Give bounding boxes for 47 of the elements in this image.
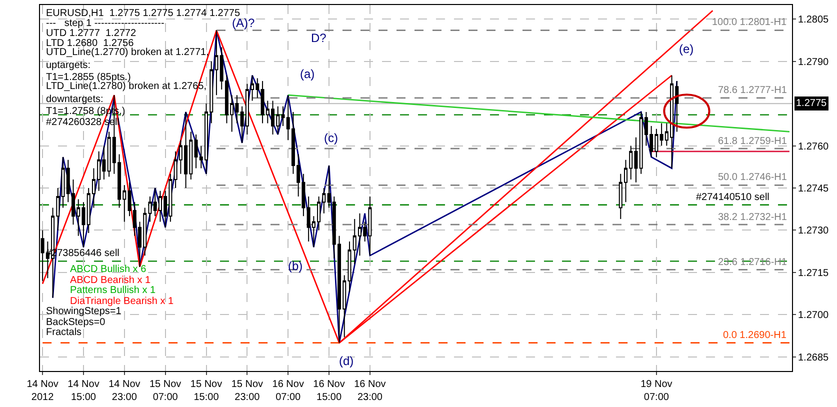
x-tick-label: 16 Nov 23:00 [354,379,386,403]
y-tick-label: 1.2715 [798,268,830,279]
x-tick-label: 15 Nov 07:00 [149,379,182,403]
y-tick-label: 1.2730 [798,226,830,237]
annotation: BackSteps=0 [46,317,106,328]
x-tick-label: 15 Nov 15:00 [190,379,222,403]
y-tick-label: 1.2700 [798,310,830,322]
series-label: 78.6 1.2777-H1 [718,85,788,96]
annotation: ShowingSteps=1 [46,306,122,317]
chart-title: EURUSD,H1 1.2775 1.2775 1.2774 1.2775 [46,8,240,19]
x-tick-label: 16 Nov 15:00 [313,379,345,403]
series-label: 61.8 1.2759-H1 [718,136,788,147]
series-label: 38.2 1.2732-H1 [718,212,788,223]
annotation: UTD 1.2777 1.2772 [46,28,136,39]
annotation: T1=1.2855 (85pts.) [46,72,131,83]
ref-line-label: #274140510 sell [696,192,770,203]
x-tick-label: 14 Nov 23:00 [108,379,140,403]
annotation: Patterns Bullish x 1 [70,285,156,296]
annotation: (e) [679,42,694,56]
y-tick-label: 1.2745 [798,184,830,194]
series-label: 50.0 1.2746-H1 [718,172,788,183]
y-tick-label: 1.2760 [798,141,830,152]
annotation: (a) [300,67,315,81]
x-tick-label: 15 Nov 23:00 [231,379,264,403]
annotation: (c) [324,131,338,145]
annotation: ABCD Bearish x 1 [70,275,152,286]
x-tick-label: 14 Nov 2012 [26,379,58,403]
series-label: 23.6 1.2716-H1 [718,257,788,268]
annotation: ABCD Bullish x 6 [70,264,147,275]
series-label: 0.0 1.2690-H1 [723,330,787,341]
x-tick-label: 14 Nov 15:00 [68,379,100,403]
annotation: UTD_Line(1.2770) broken at 1.2771, uptargets: [46,47,209,71]
y-tick-label: 1.2790 [798,56,830,68]
annotation: LTD 1.2680 1.2756 [46,38,134,49]
y-tick-label: 1.2805 [798,14,830,26]
annotation: DiaTriangle Bearish x 1 [70,296,174,307]
y-tick-label: 1.2685 [798,352,830,364]
annotation: (b) [288,259,303,273]
annotation: (d) [339,354,354,368]
annotation: Fractals [46,327,82,338]
annotation: D? [311,31,327,45]
series-label: 100.0 1.2801-H1 [712,17,787,28]
x-tick-label: 16 Nov 07:00 [272,379,304,403]
annotation: --- step 1 --------------------- [46,18,164,29]
annotation: (A)? [232,16,255,30]
x-tick-label: 19 Nov 07:00 [640,379,672,403]
ref-line-label: 1.2775 [796,98,828,109]
